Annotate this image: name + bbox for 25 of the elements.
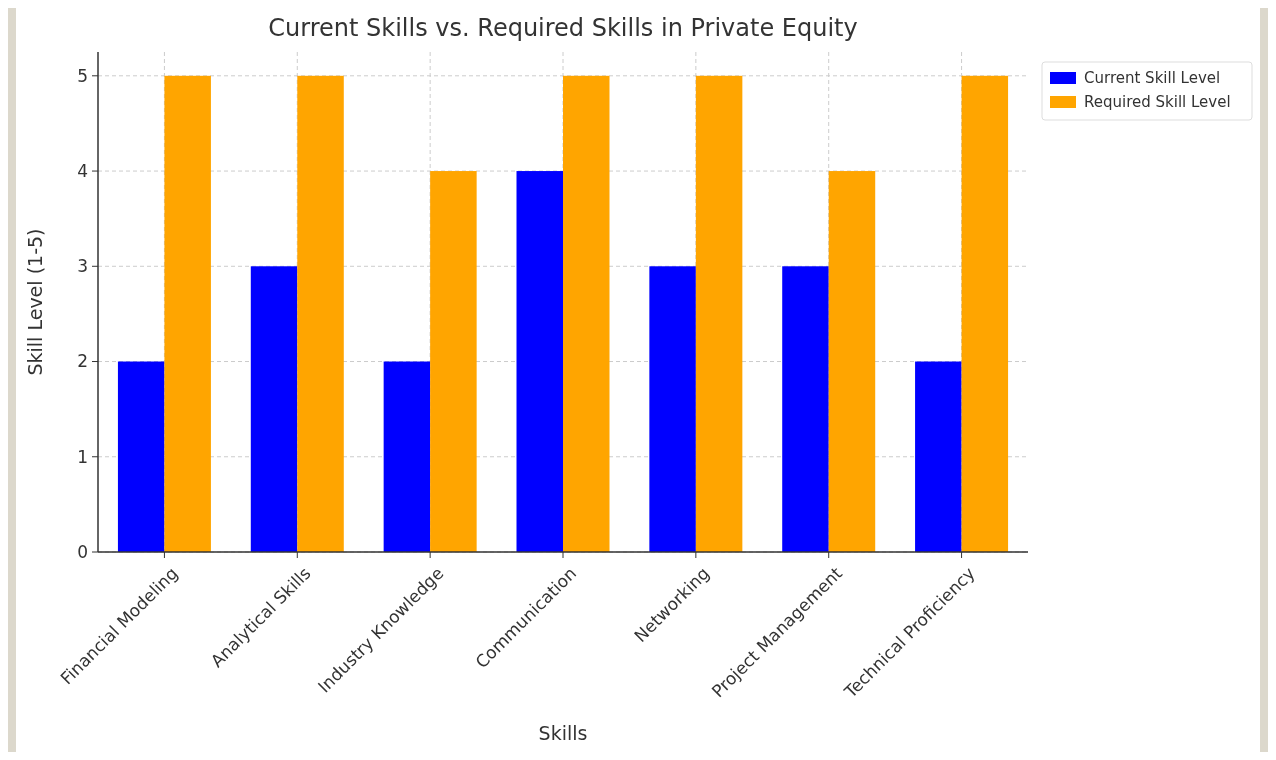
y-tick-label: 3 [77, 256, 88, 277]
legend-label: Current Skill Level [1084, 69, 1221, 87]
bar [915, 361, 962, 552]
y-tick-label: 5 [77, 65, 88, 86]
y-tick-label: 2 [77, 351, 88, 372]
bar [297, 75, 344, 552]
bar [250, 266, 298, 552]
bar [782, 266, 829, 552]
y-axis-title: Skill Level (1-5) [24, 228, 46, 376]
chart-title: Current Skills vs. Required Skills in Private Equity [268, 14, 858, 42]
y-tick-label: 0 [77, 541, 88, 562]
bar [383, 361, 431, 552]
bar [516, 171, 563, 552]
bar [430, 171, 477, 552]
y-tick-label: 4 [77, 161, 88, 181]
bar [164, 75, 211, 552]
x-axis-title: Skills [538, 722, 588, 744]
bar [828, 171, 876, 552]
bar [563, 75, 610, 552]
bar [961, 75, 1009, 552]
y-tick-label: 1 [77, 446, 88, 467]
bar [117, 361, 165, 552]
legend-label: Required Skill Level [1084, 93, 1231, 111]
bar [649, 266, 696, 552]
bar [695, 75, 743, 552]
